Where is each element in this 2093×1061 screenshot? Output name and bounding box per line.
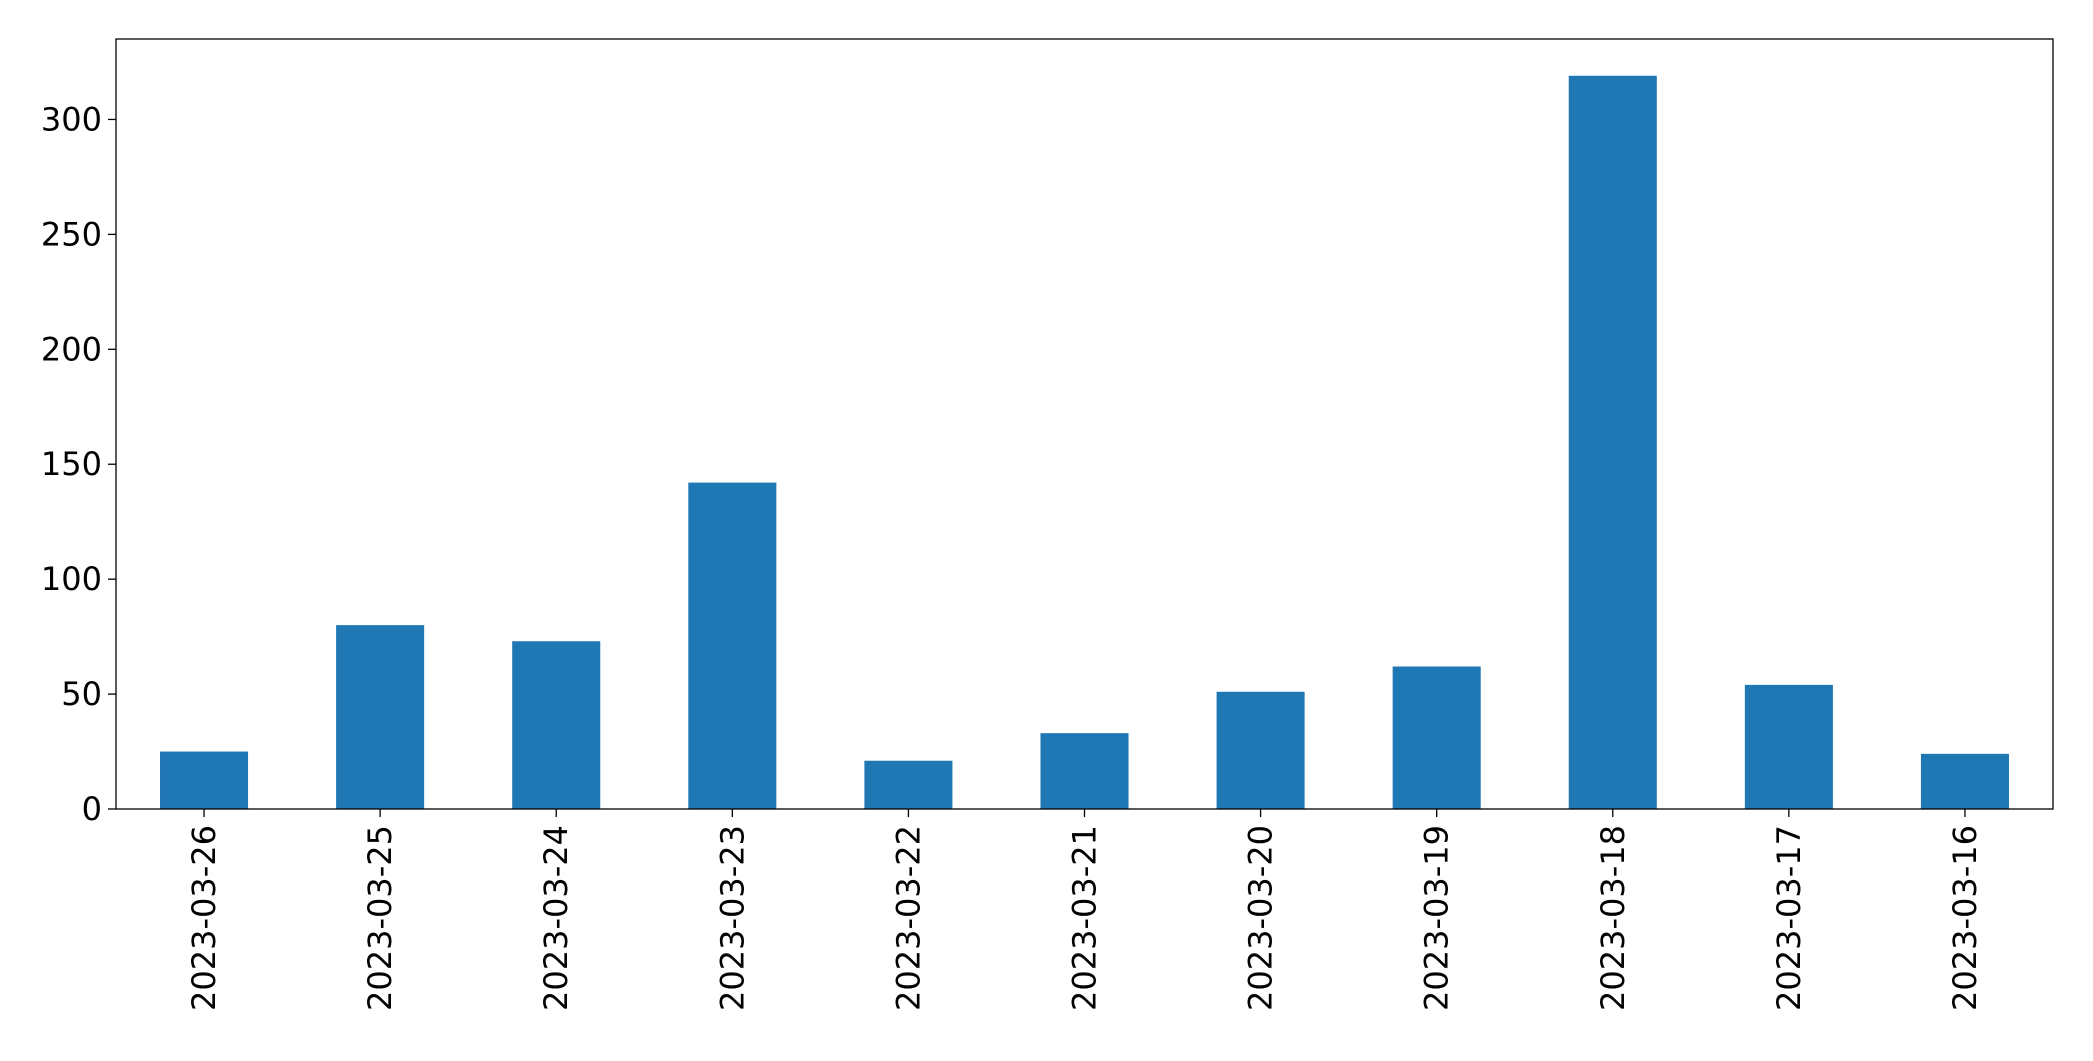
x-tick-label: 2023-03-26	[185, 825, 223, 1011]
x-tick-label: 2023-03-17	[1770, 825, 1808, 1011]
bar	[336, 625, 425, 809]
bar	[1216, 691, 1305, 809]
plot-frame	[115, 38, 2054, 810]
bar	[688, 482, 777, 809]
y-tick-label: 0	[82, 790, 102, 828]
y-tick-label: 100	[41, 560, 102, 598]
y-tick-label: 200	[41, 330, 102, 368]
bar	[864, 760, 953, 809]
y-tick-label: 250	[41, 215, 102, 253]
x-tick-label: 2023-03-20	[1242, 825, 1280, 1011]
bar	[1392, 666, 1481, 809]
bar	[1040, 733, 1129, 809]
x-tick-label: 2023-03-22	[889, 825, 927, 1011]
bar	[160, 751, 249, 809]
x-tick-label: 2023-03-16	[1946, 825, 1984, 1011]
x-tick-label: 2023-03-24	[537, 825, 575, 1011]
y-tick-label: 150	[41, 445, 102, 483]
x-tick-label: 2023-03-19	[1418, 825, 1456, 1011]
bar	[1568, 75, 1657, 809]
x-tick-label: 2023-03-23	[713, 825, 751, 1011]
y-tick-label: 50	[61, 675, 102, 713]
x-tick-label: 2023-03-25	[361, 825, 399, 1011]
bar	[512, 641, 601, 809]
bar	[1744, 684, 1833, 809]
bar	[1920, 753, 2009, 809]
y-tick-label: 300	[41, 100, 102, 138]
x-tick-label: 2023-03-21	[1066, 825, 1104, 1011]
x-tick-label: 2023-03-18	[1594, 825, 1632, 1011]
